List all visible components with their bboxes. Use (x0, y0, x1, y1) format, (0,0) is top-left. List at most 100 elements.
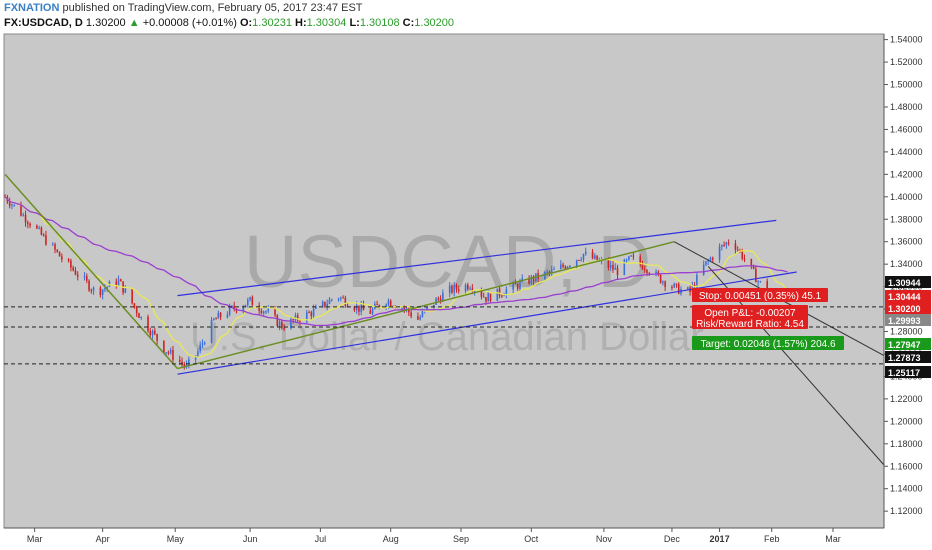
candle-body (709, 257, 712, 261)
candle-body (616, 267, 619, 275)
candle-body (646, 270, 648, 274)
candle-body (342, 297, 344, 299)
candle-body (38, 227, 40, 229)
candle-body (655, 271, 657, 274)
candle-body (92, 287, 95, 291)
candle-body (74, 270, 77, 275)
candle-body (70, 260, 72, 268)
candle-body (56, 249, 59, 252)
candle-body (36, 225, 38, 229)
candle-body (167, 352, 170, 354)
price-marker (885, 276, 931, 288)
downtrend-line[interactable] (4, 173, 179, 370)
price-tick-label: 1.46000 (890, 124, 923, 134)
price-marker-label: 1.27947 (888, 340, 921, 350)
candle-body (267, 309, 270, 312)
candle-body (455, 284, 458, 290)
candle-body (147, 316, 149, 332)
candle-body (643, 269, 646, 271)
candle-body (201, 343, 204, 345)
symbol: FX:USDCAD, D (4, 17, 83, 29)
candle-body (457, 289, 460, 292)
candle-body (584, 251, 587, 254)
candle-body (721, 245, 723, 247)
price-marker-label: 1.30944 (888, 278, 921, 288)
high-value: 1.30304 (306, 17, 347, 29)
price-tick-label: 1.54000 (890, 35, 923, 45)
candle-body (326, 303, 328, 307)
price-marker (885, 314, 931, 326)
price-marker-label: 1.25117 (888, 368, 920, 378)
candle-body (550, 269, 553, 273)
time-tick-label: Aug (383, 534, 399, 544)
candle-body (496, 288, 499, 302)
candle-body (362, 304, 365, 311)
candle-body (61, 256, 63, 260)
candle-body (265, 311, 267, 313)
candle-body (29, 224, 31, 226)
candle-body (687, 287, 689, 290)
candle-body (702, 264, 705, 275)
candle-body (340, 297, 342, 299)
candle-body (578, 260, 580, 262)
candle-body (292, 319, 294, 321)
candle-body (485, 296, 487, 302)
candle-body (609, 264, 612, 268)
candle-body (197, 351, 199, 356)
candle-body (623, 259, 626, 275)
candle-body (228, 306, 231, 315)
plot-area[interactable] (3, 33, 885, 529)
candle-body (736, 249, 739, 251)
candle-body (757, 281, 759, 283)
open-label: O: (239, 17, 253, 29)
candle-body (401, 307, 403, 309)
price-tick-label: 1.34000 (890, 259, 923, 269)
price-tick-label: 1.18000 (890, 439, 923, 449)
candle-body (247, 299, 249, 305)
candle-body (471, 288, 474, 292)
candle-body (312, 308, 315, 317)
price-tick-label: 1.52000 (890, 57, 923, 67)
candle-body (27, 222, 29, 225)
time-tick-label: Jul (315, 534, 327, 544)
candle-body (464, 284, 467, 292)
candle-body (183, 364, 186, 367)
target-label-box (692, 336, 844, 350)
chart-header: FXNATION published on TradingView.com, F… (0, 0, 932, 32)
symbol-line: FX:USDCAD, D 1.30200 ▲ +0.00008 (+0.01%)… (4, 17, 454, 29)
high-label: H: (295, 17, 307, 29)
candle-body (135, 307, 138, 314)
candle-body (231, 305, 233, 307)
publisher-name[interactable]: FXNATION (4, 2, 60, 14)
candle-body (675, 283, 678, 285)
candle-body (437, 298, 440, 300)
price-marker-label: 1.27873 (888, 353, 921, 363)
channel-upper-line[interactable] (177, 219, 777, 297)
candle-body (76, 274, 79, 277)
candle-body (131, 288, 133, 304)
candle-body (389, 300, 392, 307)
candle-body (632, 255, 635, 257)
candle-body (548, 271, 551, 273)
candle-body (582, 253, 585, 260)
candle-body (217, 312, 220, 319)
pnl-label-text: Open P&L: -0.00207 (704, 308, 796, 319)
candle-body (324, 301, 326, 307)
publisher-line: FXNATION published on TradingView.com, F… (4, 2, 363, 14)
candle-body (330, 299, 333, 301)
candle-body (72, 267, 74, 271)
time-tick-label: Jun (243, 534, 258, 544)
price-tick-label: 1.50000 (890, 80, 923, 90)
candle-body (487, 293, 490, 302)
time-axis[interactable] (4, 528, 884, 550)
candle-body (117, 279, 120, 286)
candle-body (353, 307, 356, 311)
candle-body (22, 214, 25, 216)
price-marker (885, 338, 931, 350)
candle-body (516, 284, 519, 289)
price-tick-label: 1.12000 (890, 506, 923, 516)
candle-body (172, 349, 174, 360)
uptrend-line[interactable] (177, 240, 675, 370)
candle-body (308, 312, 310, 314)
